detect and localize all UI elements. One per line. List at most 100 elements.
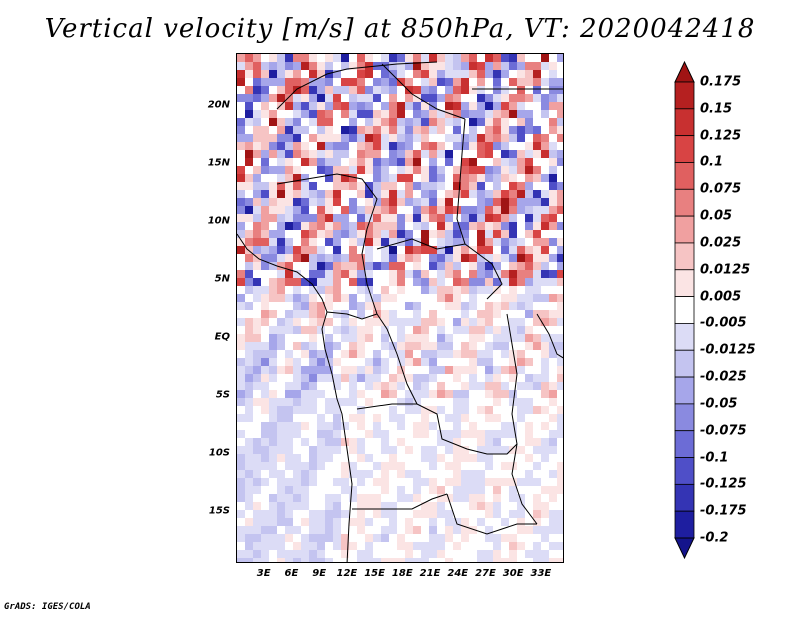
field-cell [445, 342, 453, 350]
field-cell [293, 190, 301, 198]
field-cell [517, 510, 525, 518]
field-cell [413, 262, 421, 270]
field-cell [325, 390, 333, 398]
field-cell [277, 358, 285, 366]
field-cell [325, 374, 333, 382]
field-cell [341, 158, 349, 166]
field-cell [549, 534, 557, 542]
field-cell [341, 94, 349, 102]
field-cell [445, 406, 453, 414]
field-cell [533, 294, 541, 302]
field-cell [333, 358, 341, 366]
field-cell [373, 198, 381, 206]
field-cell [357, 494, 365, 502]
field-cell [485, 134, 493, 142]
field-cell [445, 198, 453, 206]
field-cell [469, 182, 477, 190]
field-cell [509, 302, 517, 310]
field-cell [365, 334, 373, 342]
field-cell [253, 222, 261, 230]
field-cell [237, 422, 245, 430]
field-cell [333, 558, 341, 562]
field-cell [389, 198, 397, 206]
field-cell [381, 470, 389, 478]
field-cell [365, 294, 373, 302]
field-cell [389, 270, 397, 278]
field-cell [245, 230, 253, 238]
field-cell [381, 206, 389, 214]
field-cell [549, 494, 557, 502]
field-cell [453, 430, 461, 438]
field-cell [341, 294, 349, 302]
field-cell [309, 86, 317, 94]
field-cell [501, 494, 509, 502]
field-cell [549, 414, 557, 422]
field-cell [477, 78, 485, 86]
field-cell [549, 182, 557, 190]
field-cell [325, 190, 333, 198]
field-cell [413, 366, 421, 374]
field-cell [373, 438, 381, 446]
field-cell [317, 318, 325, 326]
field-cell [245, 62, 253, 70]
field-cell [293, 182, 301, 190]
field-cell [277, 542, 285, 550]
field-cell [477, 550, 485, 558]
field-cell [485, 102, 493, 110]
field-cell [261, 270, 269, 278]
field-cell [349, 470, 357, 478]
field-cell [453, 262, 461, 270]
field-cell [333, 494, 341, 502]
field-cell [285, 462, 293, 470]
field-cell [493, 310, 501, 318]
field-cell [277, 350, 285, 358]
field-cell [517, 126, 525, 134]
field-cell [453, 126, 461, 134]
field-cell [333, 54, 341, 62]
field-cell [485, 550, 493, 558]
field-cell [533, 414, 541, 422]
field-cell [557, 166, 563, 174]
field-cell [477, 190, 485, 198]
field-cell [349, 478, 357, 486]
field-cell [325, 174, 333, 182]
field-cell [405, 518, 413, 526]
field-cell [389, 438, 397, 446]
field-cell [477, 262, 485, 270]
field-cell [317, 406, 325, 414]
field-cell [453, 246, 461, 254]
field-cell [469, 478, 477, 486]
field-cell [405, 558, 413, 562]
field-cell [549, 294, 557, 302]
field-cell [533, 206, 541, 214]
field-cell [509, 446, 517, 454]
field-cell [269, 310, 277, 318]
field-cell [461, 62, 469, 70]
field-cell [525, 158, 533, 166]
field-cell [389, 366, 397, 374]
field-cell [277, 174, 285, 182]
field-cell [365, 110, 373, 118]
colorbar-level-label: -0.2 [700, 530, 729, 546]
field-cell [397, 158, 405, 166]
field-cell [341, 278, 349, 286]
field-cell [557, 486, 563, 494]
field-cell [525, 382, 533, 390]
field-cell [525, 478, 533, 486]
field-cell [389, 430, 397, 438]
field-cell [373, 446, 381, 454]
field-cell [253, 166, 261, 174]
field-cell [413, 350, 421, 358]
field-cell [557, 390, 563, 398]
field-cell [405, 102, 413, 110]
field-cell [261, 86, 269, 94]
field-cell [429, 294, 437, 302]
field-cell [349, 254, 357, 262]
field-cell [261, 134, 269, 142]
field-cell [477, 182, 485, 190]
field-cell [549, 486, 557, 494]
field-cell [285, 78, 293, 86]
field-cell [493, 430, 501, 438]
field-cell [445, 494, 453, 502]
field-cell [381, 254, 389, 262]
